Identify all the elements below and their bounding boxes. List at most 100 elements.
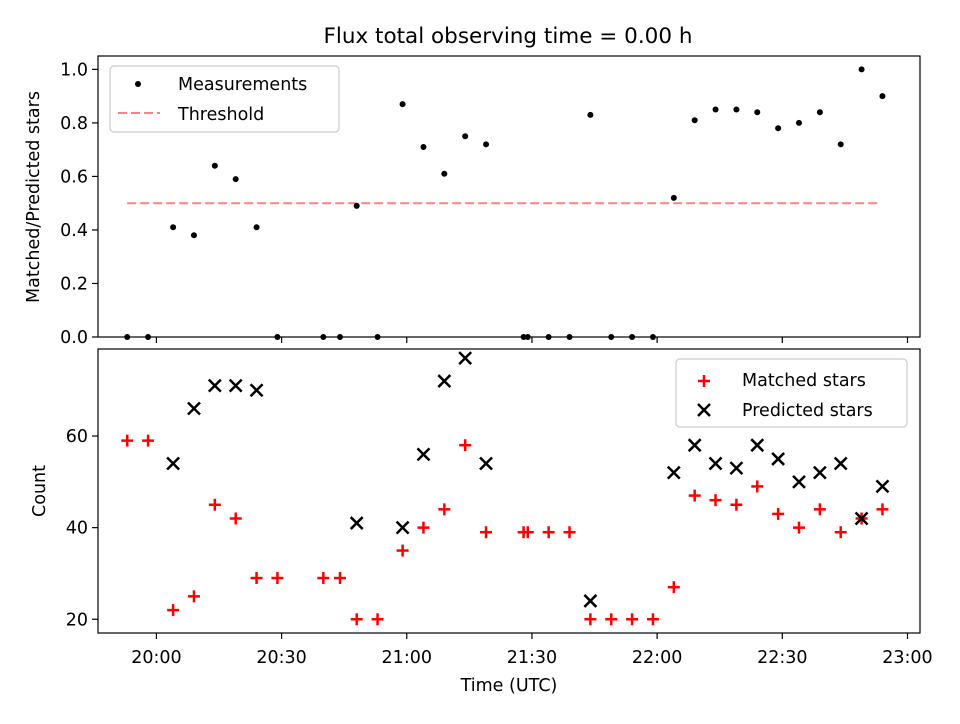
bottom-panel: 20:00 20:30 21:00 21:30 22:00 22:30 23:00 20 40… <box>30 348 933 696</box>
top-axes-frame <box>97 55 921 338</box>
matched-star-point <box>584 613 597 626</box>
legend-measurements-label: Measurements <box>178 75 307 95</box>
predicted-star-point <box>666 465 681 480</box>
predicted-star-point <box>792 474 806 489</box>
predicted-star-point <box>687 438 702 453</box>
legend-predicted-label: Predicted stars <box>742 401 873 421</box>
matched-star-point <box>187 590 200 603</box>
x-axis-label: Time (UTC) <box>460 676 558 696</box>
predicted-star-point <box>458 351 473 366</box>
matched-star-point <box>250 572 263 585</box>
matched-star-point <box>521 526 534 539</box>
bottom-legend: Matched stars Predicted stars <box>675 358 908 428</box>
measurement-point <box>462 133 469 140</box>
measurement-point <box>399 101 406 108</box>
matched-star-point <box>813 503 826 516</box>
bottom-x-ticks: 20:00 20:30 21:00 21:30 22:00 22:30 23:00 <box>131 633 933 668</box>
measurement-point <box>712 106 719 113</box>
measurement-point <box>441 170 448 177</box>
matched-star-point <box>688 489 701 502</box>
measurement-point <box>353 202 360 209</box>
predicted-star-point <box>395 520 410 535</box>
top-x-ticks <box>155 337 909 343</box>
legend-measurements-marker <box>135 81 141 87</box>
legend-matched-label: Matched stars <box>742 371 866 391</box>
measurement-point <box>795 119 802 126</box>
measurement-point <box>733 106 740 113</box>
measurement-point <box>211 162 218 169</box>
bottom-legend-box <box>675 358 908 428</box>
matched-star-point <box>167 604 180 617</box>
measurement-point <box>670 194 677 201</box>
x-tick-label: 23:00 <box>882 648 932 668</box>
measurement-point <box>837 141 844 148</box>
measurement-point <box>190 232 197 239</box>
x-tick-label: 22:30 <box>757 648 807 668</box>
matched-star-point <box>563 526 576 539</box>
legend-predicted-marker <box>697 403 711 417</box>
matched-star-point <box>730 498 743 511</box>
x-tick-label: 21:30 <box>507 648 557 668</box>
matched-star-point <box>542 526 555 539</box>
x-tick-label: 20:00 <box>131 648 181 668</box>
measurement-point <box>253 224 260 231</box>
top-legend: Measurements Threshold <box>109 65 340 133</box>
bottom-axes-frame <box>97 348 921 634</box>
predicted-star-point <box>875 479 890 494</box>
matched-star-point <box>121 434 134 447</box>
measurement-point <box>879 93 886 100</box>
measurement-point <box>420 143 427 150</box>
matched-star-point <box>792 521 805 534</box>
top-y-tick-label: 0.2 <box>60 274 88 294</box>
legend-threshold-label: Threshold <box>177 105 264 125</box>
matched-star-point <box>350 613 363 626</box>
measurement-point <box>858 66 865 73</box>
predicted-star-point <box>349 516 364 530</box>
predicted-star-point <box>416 447 431 462</box>
bottom-y-ticks: 20 40 60 <box>66 427 98 630</box>
matched-star-point <box>667 581 680 594</box>
bottom-y-tick-label: 20 <box>66 610 88 630</box>
measurement-point <box>232 176 239 183</box>
x-tick-label: 22:00 <box>632 648 682 668</box>
matched-star-point <box>605 613 618 626</box>
legend-matched-marker <box>698 375 710 387</box>
measurement-point <box>816 109 823 116</box>
measurement-point <box>170 224 177 231</box>
matched-star-point <box>646 613 659 626</box>
matched-star-point <box>459 439 472 452</box>
matched-star-point <box>876 503 889 516</box>
top-y-tick-label: 0.4 <box>60 221 88 241</box>
measurement-point <box>691 117 698 124</box>
measurement-point <box>775 125 782 132</box>
predicted-star-point <box>771 452 786 466</box>
predicted-star-point <box>166 456 180 471</box>
matched-star-point <box>396 544 409 557</box>
chart-title: Flux total observing time = 0.00 h <box>324 24 693 49</box>
top-panel: 0.0 0.2 0.4 0.6 0.8 1.0 Matched/Predicted sta… <box>24 55 921 348</box>
predicted-star-point <box>187 401 201 416</box>
measurement-point <box>754 109 761 116</box>
top-y-axis-label: Matched/Predicted stars <box>24 91 44 303</box>
predicted-star-point <box>854 511 869 526</box>
matched-star-point <box>208 498 221 511</box>
matched-star-point <box>334 572 347 585</box>
predicted-star-point <box>249 383 264 398</box>
matched-star-point <box>142 434 155 447</box>
top-y-tick-label: 0.0 <box>60 328 88 348</box>
bottom-y-tick-label: 40 <box>66 519 88 539</box>
matched-star-point <box>751 480 764 493</box>
top-y-tick-label: 0.8 <box>60 114 88 134</box>
matched-star-point <box>271 572 284 585</box>
matched-star-point <box>709 494 722 507</box>
measurement-points <box>124 66 886 340</box>
predicted-star-point <box>228 378 243 393</box>
matched-star-point <box>438 503 451 516</box>
measurement-point <box>483 141 490 148</box>
predicted-star-point <box>750 438 765 453</box>
predicted-star-point <box>437 374 452 388</box>
top-y-tick-label: 0.6 <box>60 167 88 187</box>
predicted-star-point <box>708 456 723 471</box>
